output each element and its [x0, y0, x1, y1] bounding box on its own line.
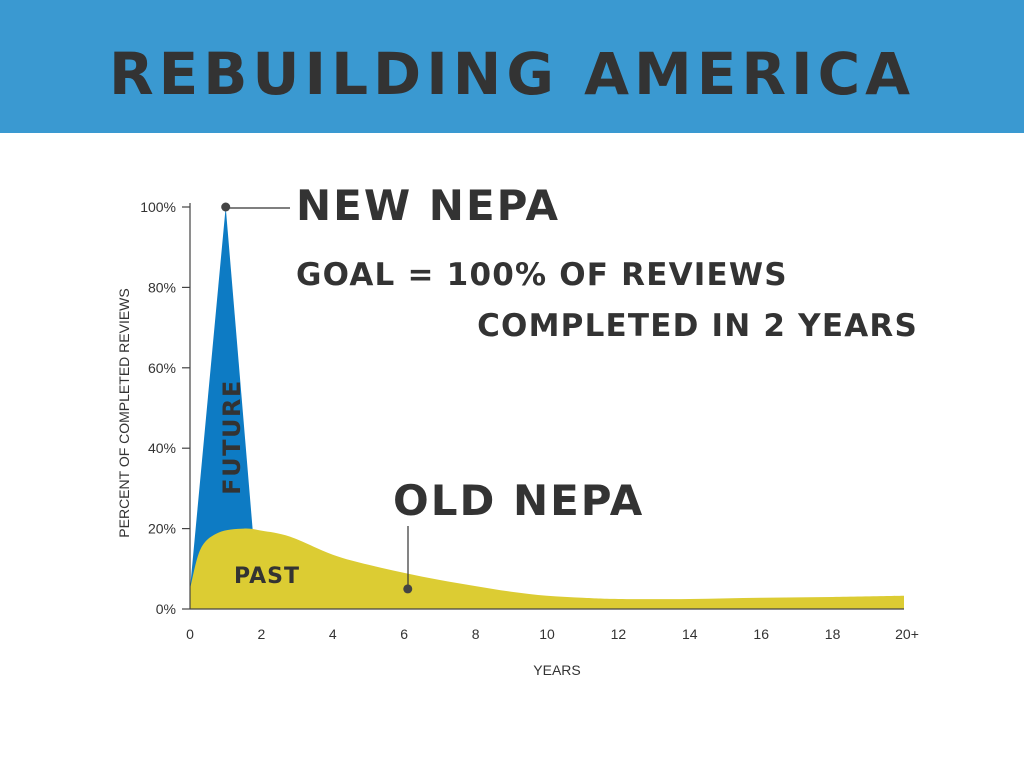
goal-annotation-line1: GOAL = 100% OF REVIEWS: [296, 257, 788, 293]
x-tick-label: 6: [400, 626, 408, 642]
y-tick-label: 40%: [148, 440, 176, 456]
x-tick-label: 2: [258, 626, 266, 642]
y-tick-label: 60%: [148, 360, 176, 376]
header-banner: REBUILDING AMERICA: [0, 0, 1024, 133]
x-tick-label: 12: [611, 626, 627, 642]
x-tick-label: 10: [539, 626, 555, 642]
x-tick-label: 0: [186, 626, 194, 642]
past-area: [190, 528, 904, 609]
future-area: [190, 207, 255, 609]
y-axis-label: PERCENT OF COMPLETED REVIEWS: [116, 288, 132, 537]
y-tick-label: 0%: [156, 601, 176, 617]
x-tick-label: 20+: [895, 626, 919, 642]
x-tick-label: 16: [753, 626, 769, 642]
x-tick-label: 14: [682, 626, 698, 642]
past-series-label: PAST: [234, 564, 300, 589]
x-tick-label: 8: [472, 626, 480, 642]
x-tick-label: 4: [329, 626, 337, 642]
future-series-label: FUTURE: [218, 379, 246, 495]
new-nepa-annotation: NEW NEPA: [296, 181, 560, 230]
y-tick-label: 100%: [140, 199, 176, 215]
y-tick-label: 80%: [148, 279, 176, 295]
y-tick-label: 20%: [148, 521, 176, 537]
old-nepa-annotation: OLD NEPA: [393, 476, 644, 525]
old-nepa-marker: [403, 584, 413, 594]
x-tick-label: 18: [825, 626, 841, 642]
x-axis-label: YEARS: [533, 662, 580, 678]
new-nepa-marker: [221, 202, 231, 212]
page-title: REBUILDING AMERICA: [108, 39, 916, 108]
goal-annotation-line2: COMPLETED IN 2 YEARS: [477, 308, 918, 344]
